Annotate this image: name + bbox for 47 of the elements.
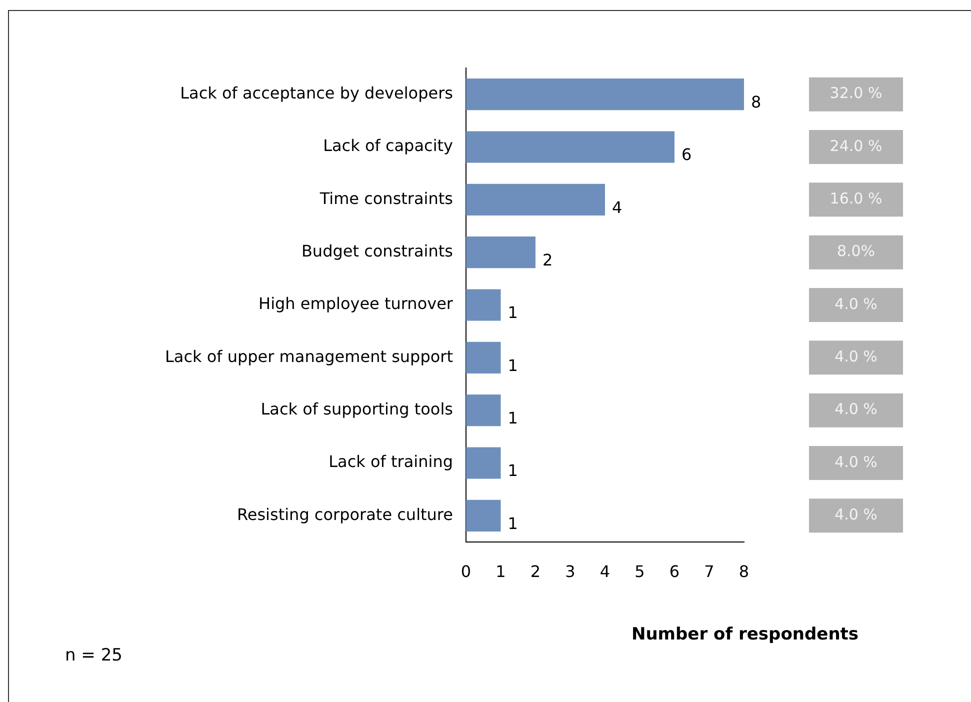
bar <box>466 78 744 110</box>
x-tick-label: 1 <box>496 562 506 581</box>
data-label: 4 <box>612 198 622 217</box>
data-label: 6 <box>682 145 692 164</box>
x-tick-label: 6 <box>669 562 680 581</box>
text: 8.0% <box>836 242 876 260</box>
y-tick-label: Lack of acceptance by developers <box>180 83 453 102</box>
text: 4.0 % <box>834 506 878 524</box>
bar <box>466 184 605 216</box>
text: n = 25 <box>65 645 122 666</box>
data-label: 1 <box>508 408 518 428</box>
bar <box>466 131 674 163</box>
text: 4.0 % <box>834 400 878 418</box>
text: 32.0 % <box>830 84 882 102</box>
data-label: 8 <box>751 92 762 112</box>
y-tick-label: High employee turnover <box>258 294 454 314</box>
bar <box>466 236 536 268</box>
x-tick-label: 5 <box>634 562 645 581</box>
data-label: 1 <box>508 303 518 322</box>
text: 4.0 % <box>834 294 878 313</box>
x-tick-label: 7 <box>704 562 714 581</box>
data-label: 2 <box>542 250 553 270</box>
x-tick-label: 0 <box>460 562 472 581</box>
bar <box>466 394 501 426</box>
x-tick-label: 2 <box>530 562 541 581</box>
y-tick-label: Resisting corporate culture <box>236 504 453 524</box>
data-label: 1 <box>508 461 518 480</box>
text: 4.0 % <box>834 348 878 366</box>
x-tick-label: 8 <box>738 562 750 581</box>
data-label: 1 <box>508 356 518 375</box>
x-axis-title: Number of respondents <box>631 624 859 644</box>
y-tick-label: Lack of upper management support <box>164 346 453 366</box>
y-tick-label: Lack of supporting tools <box>260 399 453 418</box>
bar <box>466 289 501 321</box>
text: 24.0 % <box>830 136 882 155</box>
bar <box>466 342 501 374</box>
bar <box>466 447 501 479</box>
y-tick-label: Lack of training <box>328 452 453 472</box>
x-tick-label: 4 <box>600 562 610 581</box>
bar <box>466 500 501 532</box>
text: 16.0 % <box>830 190 882 208</box>
data-label: 1 <box>508 514 518 533</box>
y-tick-label: Lack of capacity <box>323 136 453 156</box>
y-tick-label: Time constraints <box>318 188 453 208</box>
y-tick-label: Budget constraints <box>301 241 453 260</box>
x-tick-label: 3 <box>565 562 576 581</box>
text: 4.0 % <box>834 452 878 471</box>
